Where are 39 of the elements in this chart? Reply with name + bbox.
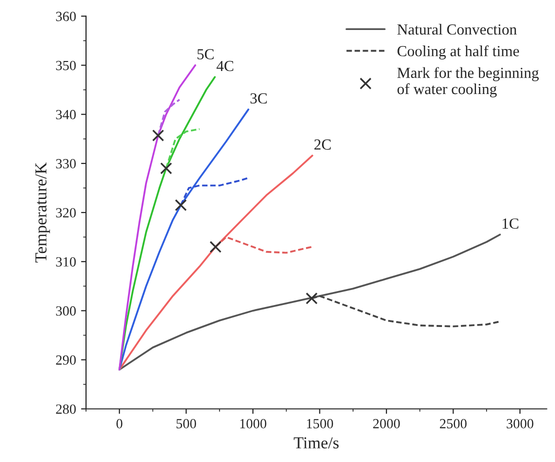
point [160,162,172,174]
legend-label: Cooling at half time [398,45,519,60]
x-tick-label: 3000 [506,418,534,428]
legend-label: Mark for the beginning of water cooling [397,67,539,98]
line-series [310,295,501,328]
y-tick-label: 290 [56,355,76,365]
annotation: 1C [502,218,518,229]
x-tick-label: 2500 [440,418,467,428]
annotation: 4C [216,60,234,72]
y-tick-label: 310 [56,257,76,267]
x-tick-label: 500 [176,418,196,428]
line-series [118,234,501,371]
x-tick-label: 1000 [240,418,266,428]
line-series [165,128,200,170]
x-tick-label: 2000 [373,418,400,428]
y-tick-label: 360 [56,12,76,22]
point [152,129,164,142]
y-axis-title: Temperature/K [35,162,50,263]
legend-label: Natural Convection [397,24,517,35]
annotation: 5C [198,49,214,60]
line-series [157,98,180,136]
annotation: 3C [250,93,267,104]
point [306,292,318,304]
point [174,199,187,212]
line-series [180,177,248,206]
y-tick-label: 320 [56,208,76,218]
y-tick-label: 280 [56,404,76,414]
y-tick-label: 330 [56,159,76,168]
x-tick-label: 0 [116,418,122,428]
y-tick-label: 340 [56,110,76,120]
y-tick-label: 350 [56,60,76,70]
point [210,240,222,253]
line-series [118,108,250,371]
line-series [118,64,196,371]
annotation: 2C [314,139,331,150]
line-series [118,154,314,371]
x-tick-label: 1500 [307,418,334,428]
y-tick-label: 300 [56,306,76,316]
x-axis-title: Time/s [294,437,339,448]
